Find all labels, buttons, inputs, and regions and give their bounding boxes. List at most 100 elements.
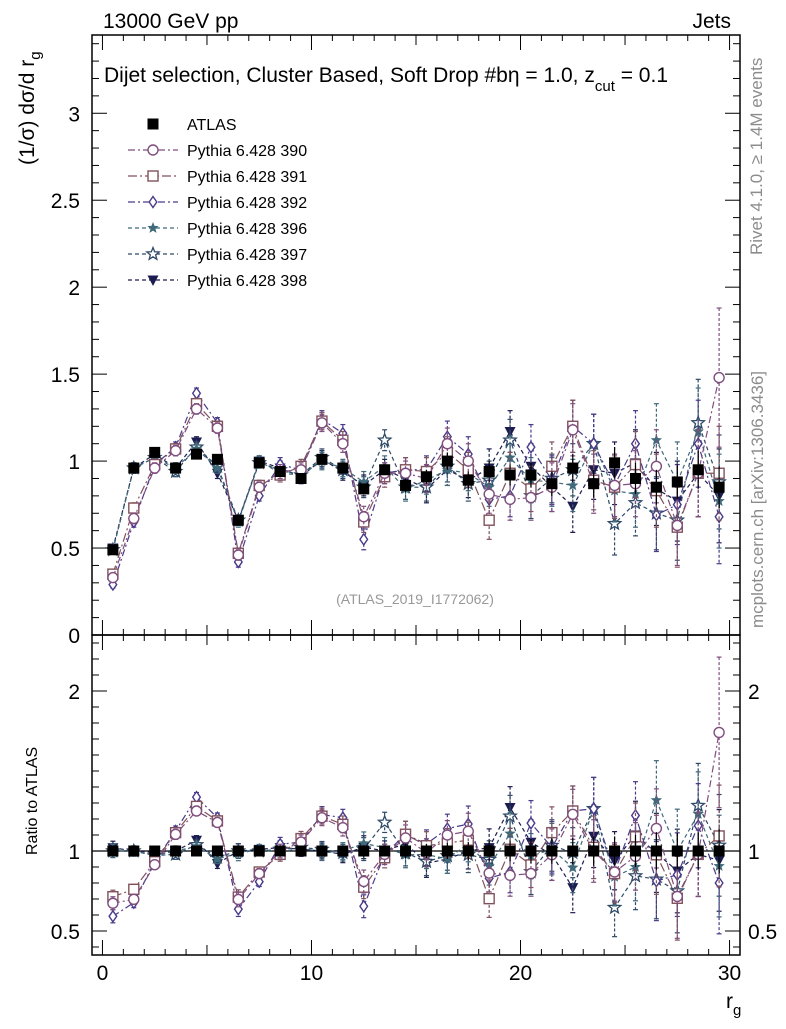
- ratio-data-point: [441, 845, 453, 857]
- main-data-point: [316, 453, 328, 465]
- x-axis-label-sub: g: [733, 1002, 741, 1019]
- ratio-series-atlas: [107, 828, 725, 874]
- main-data-point: [693, 436, 703, 451]
- ratio-data-point: [170, 845, 182, 857]
- main-data-point: [107, 571, 119, 584]
- legend-item: Pythia 6.428 390: [128, 143, 307, 160]
- plot-title-tail: = 0.1: [615, 64, 668, 87]
- main-data-point: [358, 483, 370, 495]
- y-axis-label-main: (1/σ) dσ/d r: [16, 60, 39, 165]
- y-tick-label: 1.5: [51, 364, 80, 387]
- main-data-point: [232, 514, 244, 526]
- ratio-data-point: [149, 859, 161, 871]
- ratio-data-point: [169, 828, 182, 841]
- ratio-data-point: [211, 852, 224, 864]
- ratio-y-tick-label-right: 1: [748, 841, 760, 864]
- main-data-point: [462, 474, 474, 486]
- ratio-data-point: [376, 814, 393, 830]
- main-data-point: [567, 479, 579, 491]
- ratio-data-point: [483, 892, 495, 905]
- legend-marker: [145, 245, 161, 261]
- main-data-point: [483, 488, 495, 500]
- ratio-data-point: [128, 883, 140, 896]
- main-series-pythia-6-428-391: [107, 397, 725, 580]
- main-data-point: [107, 544, 119, 556]
- ratio-data-point: [379, 845, 391, 857]
- main-data-point: [504, 451, 516, 463]
- ratio-data-point: [525, 845, 537, 857]
- main-data-point: [149, 462, 161, 474]
- main-data-point: [191, 448, 203, 460]
- ratio-series-line: [112, 732, 720, 904]
- main-data-point: [483, 466, 495, 478]
- legend-label: ATLAS: [187, 117, 237, 134]
- legend-item: Pythia 6.428 398: [128, 273, 307, 290]
- legend-item: ATLAS: [147, 117, 237, 134]
- ratio-data-point: [650, 845, 662, 857]
- ratio-data-point: [399, 832, 412, 844]
- legend-label: Pythia 6.428 398: [187, 273, 307, 290]
- main-data-point: [462, 455, 474, 467]
- main-data-point: [671, 476, 683, 488]
- y-tick-label: 3: [68, 103, 80, 126]
- ratio-data-point: [483, 867, 495, 879]
- ratio-data-point: [526, 816, 536, 830]
- ratio-data-point: [692, 845, 704, 857]
- main-data-point: [400, 479, 412, 491]
- ratio-data-point: [671, 890, 683, 903]
- header-left: 13000 GeV pp: [103, 10, 238, 33]
- main-series-line: [112, 429, 720, 550]
- y-axis-label-sub: g: [27, 51, 44, 59]
- ratio-data-point: [650, 822, 663, 835]
- legend-marker: [147, 118, 159, 130]
- ratio-series-line: [112, 805, 720, 901]
- axis-ticks: 0 10 20 30 0 0.5 1 1.5 2 2.5 3 0.5 0.5 1 1 2 2: [51, 35, 777, 985]
- ratio-data-point: [358, 845, 370, 857]
- main-data-point: [567, 424, 579, 436]
- main-data-point: [253, 457, 265, 469]
- ratio-data-point: [588, 845, 600, 857]
- main-data-point: [483, 514, 495, 526]
- y-tick-label: 0.5: [51, 538, 80, 561]
- ratio-data-point: [609, 845, 621, 857]
- ratio-data-point: [107, 845, 119, 857]
- main-data-point: [316, 417, 328, 429]
- main-data-point: [420, 471, 432, 483]
- y-tick-label: 1: [68, 451, 80, 474]
- plot-title-sub: cut: [595, 78, 616, 95]
- ratio-data-point: [525, 867, 537, 880]
- ratio-data-point: [589, 801, 599, 816]
- x-tick-label: 0: [97, 962, 109, 985]
- ratio-data-point: [211, 845, 223, 857]
- legend-label: Pythia 6.428 390: [187, 143, 307, 160]
- legend-label: Pythia 6.428 397: [187, 247, 307, 264]
- legend-label: Pythia 6.428 396: [187, 221, 307, 238]
- main-data-point: [211, 422, 224, 434]
- main-data-point: [608, 479, 621, 492]
- x-axis-label: rg: [726, 990, 741, 1019]
- ratio-data-point: [606, 899, 623, 915]
- main-data-point: [128, 512, 140, 525]
- x-tick-label: 30: [718, 962, 741, 985]
- ratio-data-point: [211, 816, 224, 829]
- plot-title-main: Dijet selection, Cluster Based, Soft Dro…: [104, 64, 508, 87]
- main-data-point: [713, 481, 725, 493]
- main-data-point: [567, 462, 579, 474]
- ratio-data-point: [567, 845, 579, 857]
- y-tick-label: 2.5: [51, 190, 80, 213]
- ratio-data-point: [232, 893, 245, 906]
- main-data-point: [650, 434, 663, 446]
- legend-label: Pythia 6.428 392: [187, 195, 307, 212]
- main-data-point: [253, 481, 265, 493]
- ratio-data-point: [693, 819, 703, 833]
- main-data-point: [170, 462, 182, 474]
- y-axis-label: (1/σ) dσ/d rg: [16, 51, 44, 165]
- ratio-data-point: [253, 867, 265, 880]
- legend-item: Pythia 6.428 396: [128, 221, 307, 238]
- ratio-data-point: [359, 899, 369, 913]
- ratio-data-point: [567, 808, 579, 821]
- main-data-point: [358, 475, 370, 487]
- mcplots-label: mcplots.cern.ch [arXiv:1306.3436]: [748, 371, 767, 628]
- ratio-data-point: [567, 861, 579, 873]
